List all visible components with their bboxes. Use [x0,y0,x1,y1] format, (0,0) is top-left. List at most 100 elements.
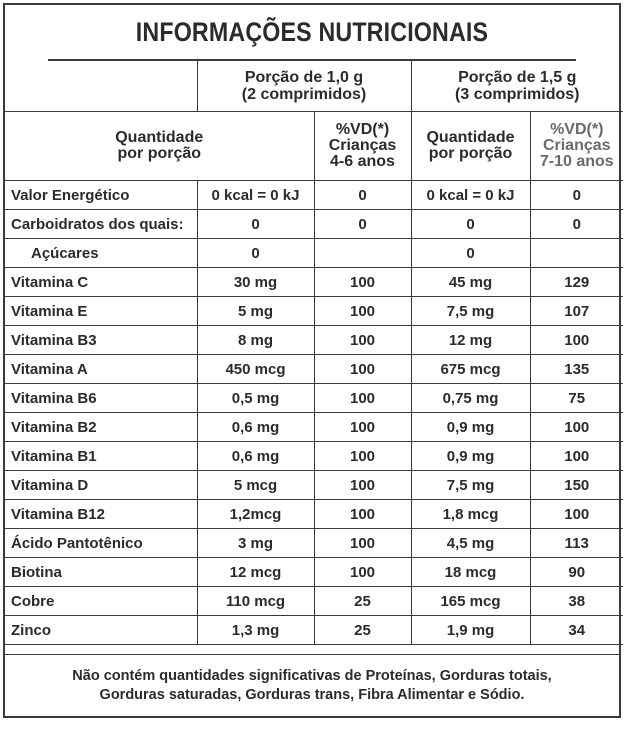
dv-a-value: 100 [313,354,412,384]
dv-b-value: 75 [529,383,623,413]
portion-a-size: Porção de 1,0 g [244,69,364,86]
table-row: Vitamina C 30 mg 100 45 mg 129 [5,267,623,297]
quantity-a-value: 8 mg [196,325,315,355]
quantity-b-value: 0 kcal = 0 kJ [410,180,531,210]
dv-a-value: 100 [313,296,412,326]
dv-b-value: 34 [529,615,623,645]
table-row: Vitamina B3 8 mg 100 12 mg 100 [5,325,623,355]
quantity-b-value: 675 mcg [410,354,531,384]
dv-a-value: 100 [313,499,412,529]
quantity-b-value: 0,9 mg [410,441,531,471]
quantity-a-value: 0,6 mg [196,412,315,442]
quantity-b-value: 0,75 mg [410,383,531,413]
dv-a-value: 100 [313,528,412,558]
nutrient-name: Zinco [5,615,198,645]
panel-title: INFORMAÇÕES NUTRICIONAIS [47,5,577,61]
portion-a-tablets: (2 comprimidos) [241,86,367,103]
quantity-a-label-1: Quantidade [115,129,204,146]
dv-b-value: 90 [529,557,623,587]
nutrient-name: Vitamina D [5,470,198,500]
quantity-b-label-2: por porção [428,145,513,162]
dv-a-value: 0 [313,209,412,239]
quantity-a-value: 0 kcal = 0 kJ [196,180,315,210]
column-header-row: Quantidade por porção %VD(*) Crianças 4-… [5,111,623,181]
dv-a-value: 25 [313,586,412,616]
dv-a-label-2: Crianças [328,137,397,154]
dv-b-value [529,238,623,268]
table-row: Vitamina B12 1,2mcg 100 1,8 mcg 100 [5,499,623,529]
quantity-a-value: 3 mg [196,528,315,558]
nutrient-name: Vitamina B12 [5,499,198,529]
dv-a-value: 100 [313,441,412,471]
table-row: Vitamina B1 0,6 mg 100 0,9 mg 100 [5,441,623,471]
quantity-b-value: 18 mcg [410,557,531,587]
dv-b-value: 100 [529,325,623,355]
quantity-b-value: 4,5 mg [410,528,531,558]
dv-a-label-3: 4-6 anos [330,153,395,170]
dv-b-label-2: Crianças [542,137,611,154]
quantity-a-value: 450 mcg [196,354,315,384]
quantity-a-value: 0,5 mg [196,383,315,413]
quantity-b-header: Quantidade por porção [410,111,531,181]
dv-b-value: 113 [529,528,623,558]
dv-a-value: 100 [313,267,412,297]
nutrition-facts-panel: INFORMAÇÕES NUTRICIONAIS Porção de 1,0 g… [3,3,623,718]
quantity-b-value: 1,8 mcg [410,499,531,529]
quantity-b-value: 165 mcg [410,586,531,616]
table-row: Vitamina B6 0,5 mg 100 0,75 mg 75 [5,383,623,413]
quantity-a-value: 0 [196,238,315,268]
nutrient-name: Carboidratos dos quais: [5,209,198,239]
quantity-a-value: 5 mg [196,296,315,326]
quantity-a-value: 12 mcg [196,557,315,587]
portion-b-header: Porção de 1,5 g (3 comprimidos) [410,61,623,112]
dv-a-label-1: %VD(*) [335,121,390,138]
dv-b-label-1: %VD(*) [550,121,604,138]
table-row: Vitamina B2 0,6 mg 100 0,9 mg 100 [5,412,623,442]
quantity-b-value: 0,9 mg [410,412,531,442]
quantity-a-value: 0,6 mg [196,441,315,471]
quantity-b-value: 0 [410,238,531,268]
dv-a-value: 100 [313,412,412,442]
dv-a-value: 100 [313,325,412,355]
table-row: Carboidratos dos quais: 0 0 0 0 [5,209,623,239]
quantity-a-value: 1,3 mg [196,615,315,645]
dv-b-value: 100 [529,412,623,442]
quantity-a-value: 1,2mcg [196,499,315,529]
portion-b-size: Porção de 1,5 g [458,69,577,86]
quantity-a-value: 5 mcg [196,470,315,500]
nutrient-name: Vitamina B6 [5,383,198,413]
table-row: Ácido Pantotênico 3 mg 100 4,5 mg 113 [5,528,623,558]
nutrient-name: Biotina [5,557,198,587]
nutrient-name: Vitamina A [5,354,198,384]
table-row: Açúcares 0 0 [5,238,623,268]
quantity-b-label-1: Quantidade [426,129,515,146]
dv-b-header: %VD(*) Crianças 7-10 anos [529,111,623,181]
dv-b-value: 0 [529,209,623,239]
nutrient-name: Vitamina C [5,267,198,297]
portion-a-header: Porção de 1,0 g (2 comprimidos) [196,61,412,112]
quantity-b-value: 7,5 mg [410,470,531,500]
dv-a-value: 25 [313,615,412,645]
table-row: Biotina 12 mcg 100 18 mcg 90 [5,557,623,587]
nutrient-name: Vitamina B1 [5,441,198,471]
portion-b-tablets: (3 comprimidos) [455,86,580,103]
quantity-a-label-2: por porção [117,145,202,162]
quantity-a-value: 110 mcg [196,586,315,616]
dv-a-header: %VD(*) Crianças 4-6 anos [313,111,412,181]
dv-a-value: 100 [313,557,412,587]
table-row: Cobre 110 mcg 25 165 mcg 38 [5,586,623,616]
dv-b-value: 100 [529,499,623,529]
quantity-b-value: 0 [410,209,531,239]
dv-b-value: 135 [529,354,623,384]
dv-b-value: 100 [529,441,623,471]
dv-a-value [313,238,412,268]
quantity-a-header: Quantidade por porção [5,111,315,181]
nutrient-name: Vitamina B2 [5,412,198,442]
dv-b-value: 0 [529,180,623,210]
nutrient-name: Valor Energético [5,180,198,210]
dv-a-value: 100 [313,383,412,413]
footnote-line-1: Não contém quantidades significativas de… [72,667,552,684]
dv-b-value: 129 [529,267,623,297]
nutrition-table: Porção de 1,0 g (2 comprimidos) Porção d… [5,61,623,645]
